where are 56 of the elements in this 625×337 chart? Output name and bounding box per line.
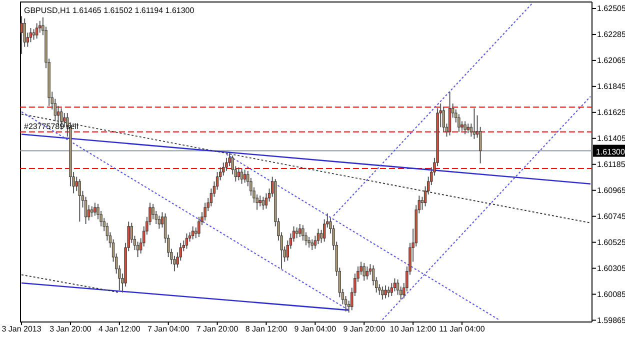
candlestick [387, 286, 390, 298]
candlestick [243, 169, 246, 184]
candlestick [94, 202, 96, 216]
candlestick [78, 178, 81, 222]
candlestick [222, 162, 225, 176]
candlestick [198, 216, 200, 238]
candlestick [393, 278, 396, 292]
candlestick [228, 152, 231, 167]
x-tick-label: 11 Jan 04:00 [439, 324, 486, 334]
x-tick-label: 9 Jan 04:00 [294, 324, 337, 334]
candlestick [302, 224, 304, 242]
candlestick [472, 108, 476, 140]
x-tick-label: 4 Jan 12:00 [98, 324, 141, 334]
candlestick [264, 192, 268, 210]
candlestick [225, 157, 228, 172]
candlestick [158, 215, 161, 230]
text: GBPUSD,H1 1.61465 1.61502 1.61194 1.61300 [24, 6, 195, 15]
candlestick [32, 28, 36, 40]
candlestick [362, 262, 366, 282]
candlestick [191, 226, 194, 240]
candlestick [298, 223, 302, 238]
x-tick-label: 10 Jan 12:00 [390, 324, 437, 334]
candlestick [390, 282, 393, 297]
candlestick [381, 286, 384, 300]
candlestick [366, 266, 369, 280]
x-tick-label: 7 Jan 20:00 [196, 324, 239, 334]
candlestick [295, 227, 298, 239]
x-tick-label: 8 Jan 12:00 [245, 324, 288, 334]
candlestick [308, 236, 310, 248]
candlestick [466, 123, 470, 134]
candlestick [310, 238, 314, 250]
x-tick-label: 9 Jan 20:00 [343, 324, 386, 334]
candlestick [316, 228, 320, 245]
candlestick [460, 120, 464, 132]
candlestick [90, 206, 94, 218]
candlestick [262, 196, 265, 210]
x-tick-label: 3 Jan 20:00 [50, 324, 92, 334]
candlestick [204, 202, 206, 221]
x-tick-label: 3 Jan 2013 [2, 324, 42, 334]
candlestick [20, 16, 23, 54]
candlestick [464, 120, 466, 135]
candlestick [240, 168, 244, 184]
candlestick [35, 22, 38, 40]
candlestick [185, 232, 188, 250]
candlestick [448, 91, 452, 136]
candlestick [458, 114, 460, 132]
candlestick [237, 166, 240, 181]
candlestick [258, 195, 262, 207]
x-tick-label: 7 Jan 04:00 [147, 324, 190, 334]
ref-line-label: 1.61300 [596, 147, 625, 156]
candlestick [29, 27, 32, 43]
candlestick [152, 203, 154, 220]
y-tick-label: 1.61185 [597, 160, 625, 169]
candlestick [442, 106, 445, 132]
candlestick [396, 278, 400, 296]
candlestick [384, 284, 387, 299]
